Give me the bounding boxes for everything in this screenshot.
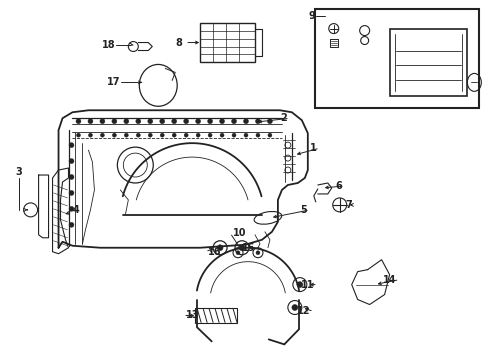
Circle shape: [256, 251, 260, 255]
Text: 16: 16: [208, 247, 221, 257]
Circle shape: [184, 119, 189, 124]
Circle shape: [208, 133, 212, 137]
Circle shape: [124, 119, 129, 124]
Text: 9: 9: [308, 11, 315, 21]
Circle shape: [88, 119, 93, 124]
Text: 18: 18: [102, 40, 115, 50]
Circle shape: [69, 143, 74, 148]
Circle shape: [89, 133, 93, 137]
Circle shape: [255, 119, 261, 124]
Circle shape: [232, 133, 236, 137]
Circle shape: [220, 133, 224, 137]
Circle shape: [172, 119, 177, 124]
Circle shape: [244, 133, 248, 137]
Circle shape: [292, 305, 298, 310]
Text: 3: 3: [15, 167, 22, 177]
Circle shape: [244, 119, 248, 124]
Circle shape: [69, 175, 74, 180]
Text: 6: 6: [335, 181, 342, 191]
Circle shape: [268, 133, 272, 137]
Circle shape: [220, 119, 224, 124]
Text: 8: 8: [175, 37, 182, 48]
Text: 13: 13: [186, 310, 199, 320]
Circle shape: [136, 133, 140, 137]
Circle shape: [160, 119, 165, 124]
Circle shape: [76, 119, 81, 124]
Circle shape: [239, 245, 245, 251]
Circle shape: [217, 245, 223, 251]
Bar: [195, 307, 237, 323]
Circle shape: [112, 119, 117, 124]
Circle shape: [297, 282, 303, 288]
Circle shape: [124, 133, 128, 137]
Text: 14: 14: [383, 275, 396, 285]
Text: 17: 17: [107, 77, 121, 87]
Circle shape: [100, 119, 105, 124]
Circle shape: [256, 133, 260, 137]
Text: 11: 11: [301, 280, 315, 289]
Circle shape: [148, 133, 152, 137]
Circle shape: [69, 159, 74, 163]
Text: 5: 5: [300, 205, 307, 215]
Circle shape: [112, 133, 116, 137]
Circle shape: [69, 222, 74, 227]
Text: 10: 10: [233, 228, 246, 238]
Circle shape: [236, 251, 240, 255]
Text: 7: 7: [345, 200, 352, 210]
Bar: [200, 23, 255, 62]
Circle shape: [184, 133, 188, 137]
Circle shape: [172, 133, 176, 137]
Circle shape: [100, 133, 104, 137]
Text: 1: 1: [310, 143, 317, 153]
Bar: [390, 28, 467, 96]
Circle shape: [232, 119, 237, 124]
Text: 15: 15: [242, 243, 255, 253]
Circle shape: [160, 133, 164, 137]
Text: 4: 4: [73, 205, 79, 215]
Circle shape: [196, 119, 200, 124]
Circle shape: [268, 119, 272, 124]
Circle shape: [196, 133, 200, 137]
Circle shape: [208, 119, 213, 124]
Circle shape: [69, 190, 74, 195]
Circle shape: [148, 119, 153, 124]
Circle shape: [69, 206, 74, 211]
Circle shape: [136, 119, 141, 124]
Text: 12: 12: [297, 306, 311, 316]
Text: 2: 2: [280, 113, 287, 123]
Bar: [315, 9, 479, 108]
Circle shape: [76, 133, 80, 137]
